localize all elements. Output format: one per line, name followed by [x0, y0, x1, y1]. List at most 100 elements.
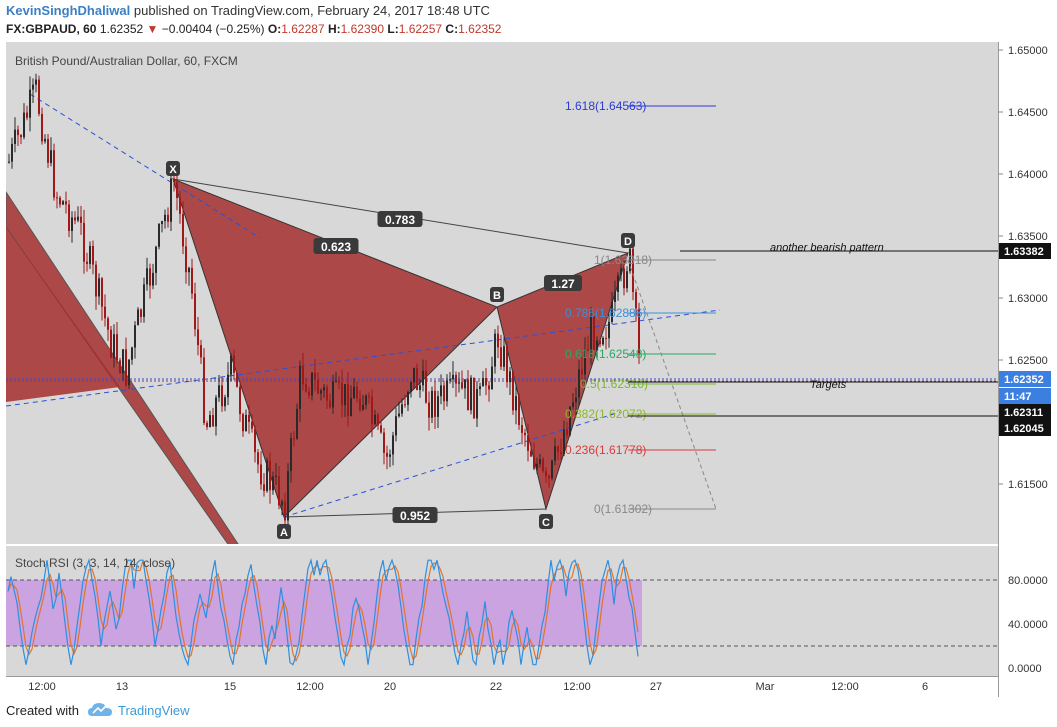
ohlc-line: FX:GBPAUD, 60 1.62352 ▼ −0.00404 (−0.25%… [6, 22, 501, 36]
level-badge: 1.62045 [1004, 423, 1044, 435]
candle-body [440, 385, 442, 397]
candle-body [236, 372, 238, 387]
time-tick-label: 27 [650, 681, 662, 693]
price-tick-label: 1.63500 [1008, 231, 1048, 243]
candle-body [554, 446, 556, 461]
candle-body [11, 143, 13, 162]
candle-body [494, 333, 496, 367]
ratio-xb: 0.623 [321, 240, 351, 254]
candle-body [524, 432, 526, 436]
candle-body [302, 365, 304, 385]
candle-body [581, 369, 583, 375]
candle-body [575, 397, 577, 403]
candle-body [230, 355, 232, 375]
candle-body [152, 272, 154, 286]
candle-body [35, 79, 37, 85]
trendline [283, 411, 621, 518]
time-tick-label: Mar [756, 681, 775, 693]
candle-body [470, 377, 472, 411]
candle-body [170, 178, 172, 222]
publish-info: published on TradingView.com, February 2… [133, 3, 490, 18]
candle-body [176, 181, 178, 198]
candle-body [518, 396, 520, 426]
candle-body [551, 460, 553, 479]
candle-body [254, 428, 256, 453]
point-d: D [624, 236, 632, 248]
candle-body [305, 384, 307, 392]
close-value: 1.62352 [458, 22, 502, 36]
rsi-tick-label: 80.0000 [1008, 575, 1048, 587]
fib-trend-line [627, 259, 717, 510]
time-tick-label: 12:00 [831, 681, 859, 693]
candle-body [593, 315, 595, 350]
candle-body [167, 214, 169, 222]
candle-body [380, 425, 382, 433]
point-c: C [542, 517, 550, 529]
candle-body [263, 484, 265, 491]
candle-body [569, 406, 571, 435]
author-link[interactable]: KevinSinghDhaliwal [6, 3, 131, 18]
candle-body [278, 475, 280, 506]
price-tick-label: 1.63000 [1008, 293, 1048, 305]
candle-body [266, 460, 268, 491]
candle-body [401, 404, 403, 414]
candle-body [521, 425, 523, 433]
point-c-bg [539, 514, 553, 529]
point-x: X [169, 164, 177, 176]
candle-body [533, 456, 535, 469]
candle-body [218, 385, 220, 398]
candle-body [572, 402, 574, 407]
candle-body [77, 216, 79, 221]
candle-body [32, 84, 34, 90]
fib-level-label: 0.618(1.62548) [565, 347, 646, 361]
candle-body [416, 367, 418, 390]
candle-body [392, 435, 394, 455]
point-x-bg [166, 161, 180, 176]
candle-body [326, 387, 328, 401]
candle-body [506, 346, 508, 383]
candle-body [323, 387, 325, 391]
candle-body [461, 382, 463, 389]
candle-body [398, 413, 400, 417]
candle-body [362, 404, 364, 411]
candle-body [419, 385, 421, 390]
candle-body [356, 386, 358, 399]
candle-body [158, 224, 160, 247]
tradingview-logo-icon [88, 703, 112, 716]
candle-body [587, 349, 589, 352]
candle-body [632, 248, 634, 292]
candle-body [443, 385, 445, 402]
candle-body [389, 454, 391, 457]
tradingview-link[interactable]: TradingView [118, 703, 190, 718]
time-axis[interactable] [6, 676, 998, 698]
point-a-bg [277, 524, 291, 539]
candle-body [20, 135, 22, 138]
candle-body [371, 396, 373, 425]
candle-body [239, 386, 241, 415]
candle-body [626, 271, 628, 289]
candle-body [449, 379, 451, 381]
candle-body [614, 292, 616, 302]
candle-body [422, 370, 424, 386]
time-tick-label: 20 [384, 681, 396, 693]
price-tick-label: 1.62500 [1008, 355, 1048, 367]
candle-body [617, 275, 619, 293]
level-badge: 1.62311 [1004, 407, 1043, 419]
candle-body [122, 349, 124, 374]
candle-body [425, 370, 427, 403]
created-with-label: Created with [6, 703, 79, 718]
price-axis[interactable] [998, 42, 1057, 697]
candle-body [620, 268, 622, 276]
candle-body [374, 414, 376, 425]
candle-body [188, 267, 190, 273]
candle-body [125, 349, 127, 386]
symbol-title: British Pound/Australian Dollar, 60, FXC… [15, 54, 238, 68]
xab-triangle [172, 178, 498, 518]
chart-area[interactable]: 1.618(1.64563) 1(1.63318) 0.786(1.62886) 0.… [0, 42, 1057, 698]
candle-body [341, 382, 343, 406]
point-b: B [493, 290, 501, 302]
candle-body [47, 138, 49, 163]
candle-body [395, 416, 397, 436]
candle-body [350, 398, 352, 417]
candle-body [98, 278, 100, 297]
